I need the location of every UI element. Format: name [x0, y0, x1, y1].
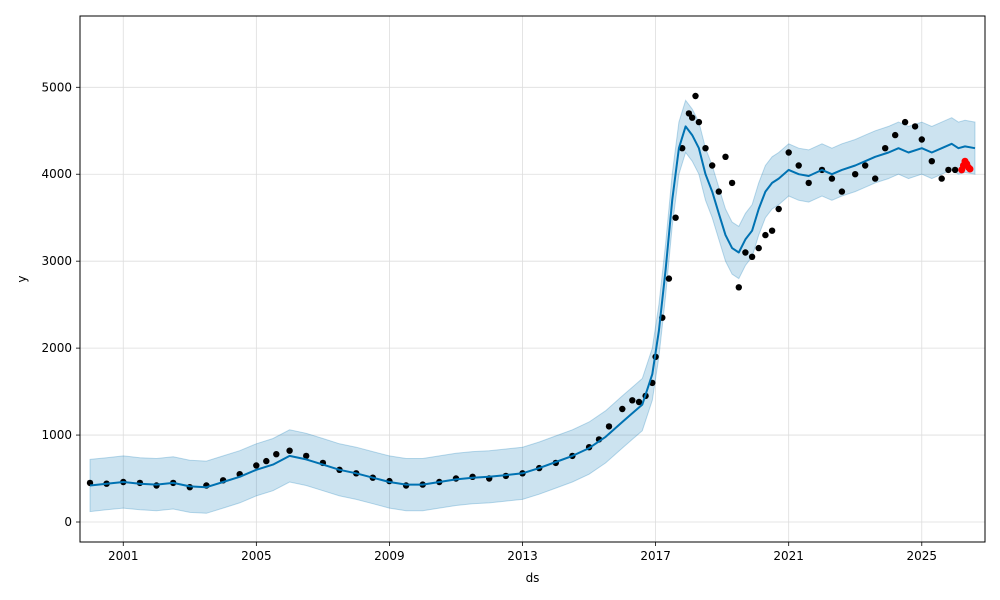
x-axis-label: ds: [526, 571, 540, 585]
observed-point: [768, 227, 776, 234]
forecast-line: [89, 125, 976, 489]
observed-point: [882, 145, 889, 152]
y-axis-ticks: 0 1000 2000 3000 4000 5000: [41, 80, 80, 529]
observed-point: [689, 114, 696, 121]
observed-point: [762, 231, 769, 239]
observed-point: [938, 175, 945, 182]
observed-point: [735, 284, 742, 291]
observed-point: [286, 447, 293, 454]
observed-point: [253, 462, 260, 469]
observed-point: [748, 253, 756, 260]
y-tick-label: 5000: [41, 80, 72, 94]
observed-point: [303, 452, 310, 460]
observed-point: [715, 188, 722, 195]
observed-point: [945, 166, 952, 174]
observed-point: [695, 118, 703, 126]
x-axis-ticks: 2001 2005 2009 2013 2017 2021 2025: [108, 542, 937, 563]
observed-point: [901, 118, 909, 126]
observed-point: [755, 244, 762, 252]
y-tick-label: 4000: [41, 167, 72, 181]
observed-points: [86, 92, 959, 491]
observed-point: [795, 162, 802, 169]
observed-point: [872, 175, 879, 182]
observed-point: [862, 162, 869, 169]
x-tick-label: 2017: [640, 549, 671, 563]
observed-point: [742, 249, 749, 256]
x-tick-label: 2005: [241, 549, 272, 563]
observed-point: [928, 158, 935, 165]
observed-point: [805, 179, 812, 187]
observed-point: [263, 457, 270, 465]
y-axis-label: y: [15, 275, 29, 282]
observed-point: [679, 145, 686, 152]
observed-point: [728, 179, 736, 187]
observed-point: [702, 145, 709, 152]
observed-point: [838, 188, 846, 195]
observed-point: [273, 451, 280, 458]
observed-point: [722, 153, 729, 160]
y-tick-label: 3000: [41, 254, 72, 268]
observed-point: [951, 166, 959, 174]
x-tick-label: 2009: [374, 549, 405, 563]
y-tick-label: 2000: [41, 341, 72, 355]
observed-point: [619, 405, 626, 413]
x-tick-label: 2025: [907, 549, 938, 563]
uncertainty-band: [89, 99, 976, 514]
observed-point: [635, 398, 643, 406]
axes-frame: [79, 15, 986, 543]
observed-point: [605, 423, 613, 430]
observed-point: [828, 175, 836, 182]
observed-point: [709, 162, 716, 169]
x-tick-label: 2013: [507, 549, 538, 563]
plot-area: [80, 16, 985, 542]
x-tick-label: 2021: [773, 549, 804, 563]
observed-point: [692, 92, 699, 100]
future-points: [958, 157, 974, 174]
y-tick-label: 0: [64, 515, 72, 529]
observed-point: [785, 149, 792, 156]
future-point: [966, 165, 974, 173]
observed-point: [892, 131, 899, 139]
observed-point: [911, 123, 919, 130]
observed-point: [665, 275, 673, 282]
observed-point: [775, 205, 782, 213]
observed-point: [852, 171, 859, 178]
observed-point: [918, 136, 925, 143]
observed-point: [629, 397, 636, 404]
grid-lines: [80, 16, 985, 542]
y-tick-label: 1000: [41, 428, 72, 442]
x-tick-label: 2001: [108, 549, 139, 563]
observed-point: [672, 214, 679, 221]
